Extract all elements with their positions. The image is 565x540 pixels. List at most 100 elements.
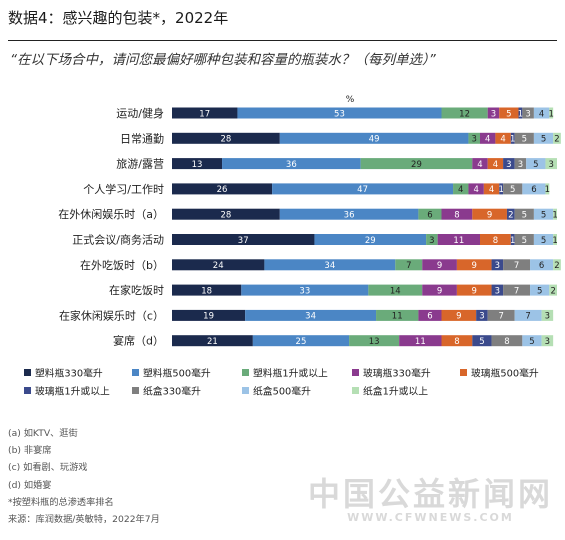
data-label: 9 bbox=[456, 312, 461, 322]
data-label: 18 bbox=[201, 286, 212, 296]
bar-segment bbox=[553, 132, 561, 144]
bar-segment bbox=[503, 183, 523, 195]
category-label: 正式会议/商务活动 bbox=[72, 233, 164, 247]
bar-segment bbox=[399, 335, 442, 347]
bar-segment bbox=[506, 208, 515, 220]
bar-segment bbox=[172, 335, 253, 347]
legend-swatch bbox=[242, 387, 249, 394]
bar-segment bbox=[264, 259, 396, 271]
data-label: 4 bbox=[477, 160, 482, 170]
data-label: 34 bbox=[324, 261, 335, 271]
data-label: 9 bbox=[437, 286, 442, 296]
legend-swatch bbox=[24, 369, 31, 376]
axis-unit-label: % bbox=[346, 95, 355, 105]
bar-segment bbox=[553, 208, 557, 220]
data-label: 4 bbox=[458, 185, 463, 195]
legend-label: 塑料瓶1升或以上 bbox=[253, 367, 328, 380]
bar-segment bbox=[172, 309, 246, 321]
page-title: 数据4：感兴趣的包装*，2022年 bbox=[8, 9, 229, 27]
data-label: 9 bbox=[472, 286, 477, 296]
bar-segment bbox=[441, 107, 488, 119]
survey-question: “在以下场合中，请问您最偏好哪种包装和容量的瓶装水？（每列单选）” bbox=[10, 52, 436, 68]
bar-segment bbox=[172, 183, 273, 195]
data-label: 8 bbox=[504, 337, 509, 347]
data-label: 2 bbox=[554, 261, 559, 271]
bar-segment bbox=[487, 309, 515, 321]
bar-segment bbox=[533, 107, 550, 119]
bar-segment bbox=[422, 284, 457, 296]
bar-segment bbox=[514, 208, 534, 220]
data-label: 4 bbox=[493, 160, 498, 170]
data-label: 6 bbox=[427, 211, 432, 221]
bar-segment bbox=[453, 183, 469, 195]
bar-segment bbox=[549, 284, 557, 296]
bar-segment bbox=[487, 158, 504, 170]
legend-label: 玻璃瓶500毫升 bbox=[471, 367, 539, 380]
data-label: 3 bbox=[545, 312, 550, 322]
bar-segment bbox=[533, 234, 554, 245]
data-label: 26 bbox=[217, 185, 228, 195]
bar-segment bbox=[222, 158, 361, 170]
data-label: 4 bbox=[485, 135, 490, 145]
data-label: 3 bbox=[429, 236, 434, 246]
bar-segment bbox=[468, 132, 480, 144]
data-label: 3 bbox=[525, 109, 530, 119]
bar-segment bbox=[172, 208, 280, 220]
bar-segment bbox=[395, 259, 423, 271]
bar-segment bbox=[514, 309, 542, 321]
data-label: 49 bbox=[369, 135, 380, 145]
legend-label: 玻璃瓶330毫升 bbox=[363, 367, 431, 380]
data-label: 11 bbox=[392, 312, 403, 322]
bar-segment bbox=[503, 259, 531, 271]
bar-segment bbox=[487, 107, 500, 119]
category-label: 日常通勤 bbox=[120, 132, 164, 145]
data-label: 5 bbox=[537, 286, 542, 296]
data-label: 4 bbox=[539, 109, 544, 119]
data-label: 3 bbox=[495, 261, 500, 271]
data-label: 53 bbox=[334, 109, 345, 119]
bar-segment bbox=[522, 335, 542, 347]
data-label: 28 bbox=[220, 211, 231, 221]
category-label: 宴席（d） bbox=[113, 334, 164, 348]
footnote-ranking: *按塑料瓶的总渗透率排名 bbox=[8, 496, 114, 508]
category-label: 在家休闲娱乐时（c） bbox=[59, 308, 164, 322]
data-label: 9 bbox=[437, 261, 442, 271]
bar-segment bbox=[441, 309, 477, 321]
bar-segment bbox=[510, 132, 515, 144]
bar-segment bbox=[418, 208, 442, 220]
data-label: 3 bbox=[518, 160, 523, 170]
bar-segment bbox=[480, 234, 511, 245]
data-label: 8 bbox=[493, 236, 498, 246]
category-label: 运动/健身 bbox=[116, 106, 164, 120]
bar-segment bbox=[472, 335, 492, 347]
data-label: 7 bbox=[514, 261, 519, 271]
bar-segment bbox=[360, 158, 473, 170]
bar-segment bbox=[314, 234, 427, 245]
bar-segment bbox=[518, 107, 523, 119]
bar-segment bbox=[510, 234, 515, 245]
bar-segment bbox=[503, 284, 531, 296]
bar-segment bbox=[441, 335, 473, 347]
bar-segment bbox=[541, 335, 554, 347]
data-label: 5 bbox=[541, 135, 546, 145]
data-label: 5 bbox=[522, 236, 527, 246]
bar-segment bbox=[456, 259, 492, 271]
data-label: 5 bbox=[533, 160, 538, 170]
data-label: 36 bbox=[286, 160, 297, 170]
bar-segment bbox=[499, 107, 519, 119]
footnote-c: (c) 如看剧、玩游戏 bbox=[8, 462, 88, 474]
data-label: 33 bbox=[299, 286, 310, 296]
data-label: 6 bbox=[539, 261, 544, 271]
bar-segment bbox=[472, 158, 488, 170]
data-label: 4 bbox=[500, 135, 505, 145]
bar-segment bbox=[422, 259, 457, 271]
data-label: 34 bbox=[305, 312, 316, 322]
bar-segment bbox=[376, 309, 419, 321]
bar-segment bbox=[541, 309, 554, 321]
bar-segment bbox=[172, 158, 223, 170]
data-label: 3 bbox=[472, 135, 477, 145]
bar-segment bbox=[456, 284, 492, 296]
bar-segment bbox=[172, 284, 242, 296]
bar-segment bbox=[437, 234, 480, 245]
